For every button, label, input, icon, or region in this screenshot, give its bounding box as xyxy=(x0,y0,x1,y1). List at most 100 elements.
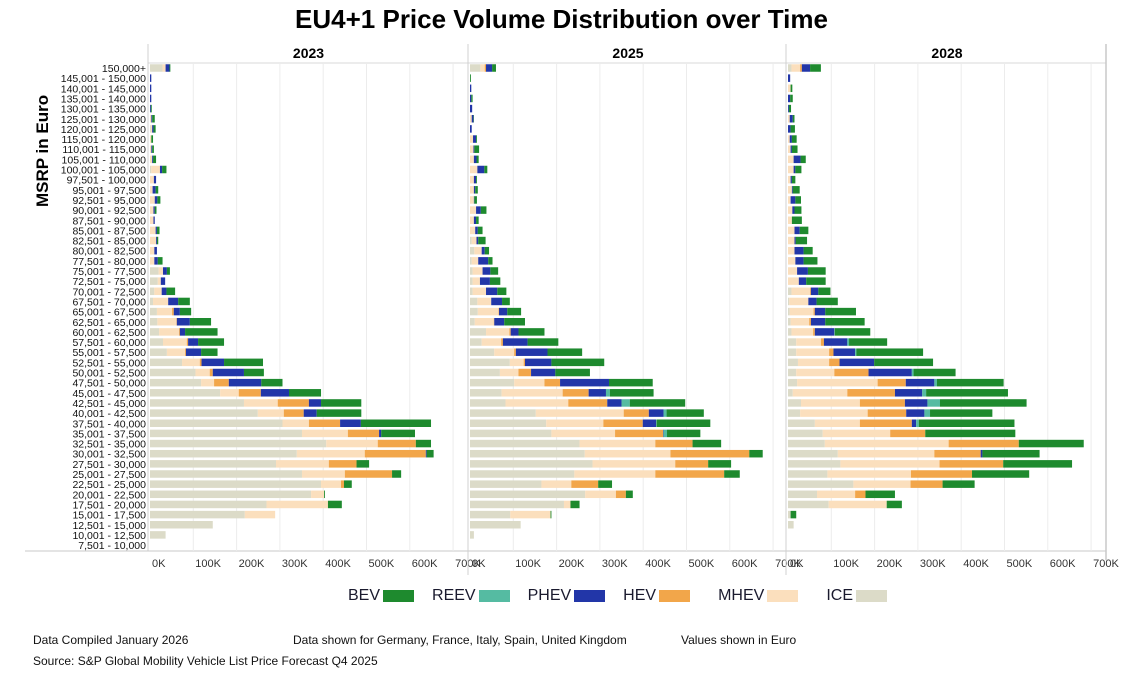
bar-segment-ice xyxy=(788,64,792,72)
bar-segment-ice xyxy=(150,389,221,397)
bar-segment-bev xyxy=(692,439,722,448)
bar-segment-mhev xyxy=(788,216,792,224)
bar-segment-ice xyxy=(788,318,791,326)
bar-segment-mhev xyxy=(788,267,798,275)
bar-segment-bev xyxy=(507,307,522,316)
bar-segment-hev xyxy=(214,378,229,387)
bar-segment-mhev xyxy=(162,64,166,72)
bar-segment-bev xyxy=(886,500,902,509)
bar-segment-ice xyxy=(150,531,166,539)
bar-segment-phev xyxy=(788,94,791,103)
bar-segment-hev xyxy=(877,378,906,387)
x-tick-label: 0K xyxy=(152,558,166,570)
legend-item-hev: HEV xyxy=(623,587,691,605)
bar-segment-mhev xyxy=(505,399,569,407)
bar-segment-ice xyxy=(788,378,798,387)
bar-segment-hev xyxy=(847,389,895,397)
bar-segment-bev xyxy=(939,399,1027,407)
bar-segment-ice xyxy=(788,429,823,438)
bar-segment-bev xyxy=(936,378,1004,387)
bar-segment-hev xyxy=(829,348,834,356)
bar-segment-bev xyxy=(157,196,161,204)
bar-segment-bev xyxy=(598,480,613,488)
bar-segment-bev xyxy=(795,236,808,245)
bar-segment-ice xyxy=(470,287,473,296)
bar-segment-mhev xyxy=(150,125,153,133)
bar-segment-reev xyxy=(927,399,940,407)
legend-label: MHEV xyxy=(718,587,765,604)
bar-segment-phev xyxy=(475,226,478,235)
bar-segment-phev xyxy=(228,378,262,387)
y-tick-label: 45,001 - 47,500 xyxy=(72,388,146,400)
bar-segment-mhev xyxy=(796,338,821,346)
bar-segment-mhev xyxy=(158,267,163,275)
bar-segment-phev xyxy=(524,358,552,367)
bar-segment-phev xyxy=(152,125,154,133)
bar-segment-ice xyxy=(150,328,160,336)
bar-segment-ice xyxy=(470,470,575,478)
bar-segment-bev xyxy=(834,328,871,336)
bar-segment-hev xyxy=(179,328,180,336)
bar-segment-mhev xyxy=(472,277,480,285)
bar-segment-hev xyxy=(328,460,357,468)
bar-segment-bev xyxy=(392,470,402,478)
bar-segment-hev xyxy=(809,318,811,326)
bar-segment-phev xyxy=(502,338,528,346)
bar-segment-bev xyxy=(825,307,856,316)
bar-segment-mhev xyxy=(788,175,791,184)
bar-segment-hev xyxy=(859,399,905,407)
bar-segment-phev xyxy=(791,186,793,194)
bar-segment-phev xyxy=(793,155,801,164)
bar-segment-hev xyxy=(910,480,943,488)
bar-segment-ice xyxy=(470,490,586,499)
bar-segment-mhev xyxy=(797,378,878,387)
bar-segment-ice xyxy=(788,399,801,407)
bar-segment-phev xyxy=(798,277,807,285)
bar-segment-mhev xyxy=(150,115,152,123)
y-tick-label: 15,001 - 17,500 xyxy=(72,510,146,522)
bar-segment-hev xyxy=(377,439,416,448)
bar-segment-mhev xyxy=(585,490,616,499)
bar-segment-ice xyxy=(470,328,487,336)
bar-segment-ice xyxy=(470,246,475,255)
bar-segment-mhev xyxy=(499,368,519,377)
bar-segment-mhev xyxy=(788,226,795,235)
bar-segment-bev xyxy=(476,135,477,143)
x-tick-label: 300K xyxy=(282,558,308,570)
x-tick-label: 100K xyxy=(195,558,221,570)
bar-segment-phev xyxy=(588,389,606,397)
bar-segment-phev xyxy=(154,246,157,255)
bar-segment-ice xyxy=(470,307,478,316)
y-tick-label: 57,501 - 60,000 xyxy=(72,337,146,349)
bar-segment-bev xyxy=(551,358,605,367)
y-tick-label: 32,501 - 35,000 xyxy=(72,439,146,451)
bar-segment-ice xyxy=(788,287,792,296)
legend-swatch-bev xyxy=(383,590,415,602)
bar-segment-bev xyxy=(178,297,190,306)
y-tick-label: 65,001 - 67,500 xyxy=(72,307,146,319)
bar-segment-ice xyxy=(150,307,157,316)
bar-segment-ice xyxy=(788,358,798,367)
bar-segment-bev xyxy=(179,307,192,316)
bar-segment-ice xyxy=(150,64,163,72)
y-tick-label: 60,001 - 62,500 xyxy=(72,327,146,339)
bar-segment-bev xyxy=(426,449,434,458)
bar-segment-ice xyxy=(150,480,322,488)
bar-segment-bev xyxy=(151,135,154,143)
y-tick-label: 22,501 - 25,000 xyxy=(72,479,146,491)
bar-segment-phev xyxy=(161,287,167,296)
bar-segment-phev xyxy=(904,399,928,407)
bar-segment-mhev xyxy=(817,490,856,499)
bar-segment-bev xyxy=(818,287,831,296)
bar-segment-bev xyxy=(476,175,477,184)
y-tick-label: 110,001 - 115,000 xyxy=(62,144,146,156)
bar-segment-phev xyxy=(476,236,479,245)
bar-segment-phev xyxy=(790,145,792,153)
bar-segment-bev xyxy=(791,135,797,143)
chart-plot: 2023 0K 100K 200K 300K 400K 500K 600K 700K 2025 0K… xyxy=(25,44,1119,575)
y-tick-label: 72,501 - 75,000 xyxy=(72,276,146,288)
bar-segment-ice xyxy=(788,328,792,336)
bar-segment-phev xyxy=(792,206,795,214)
bar-segment-bev xyxy=(799,226,809,235)
bar-segment-ice xyxy=(470,449,585,458)
